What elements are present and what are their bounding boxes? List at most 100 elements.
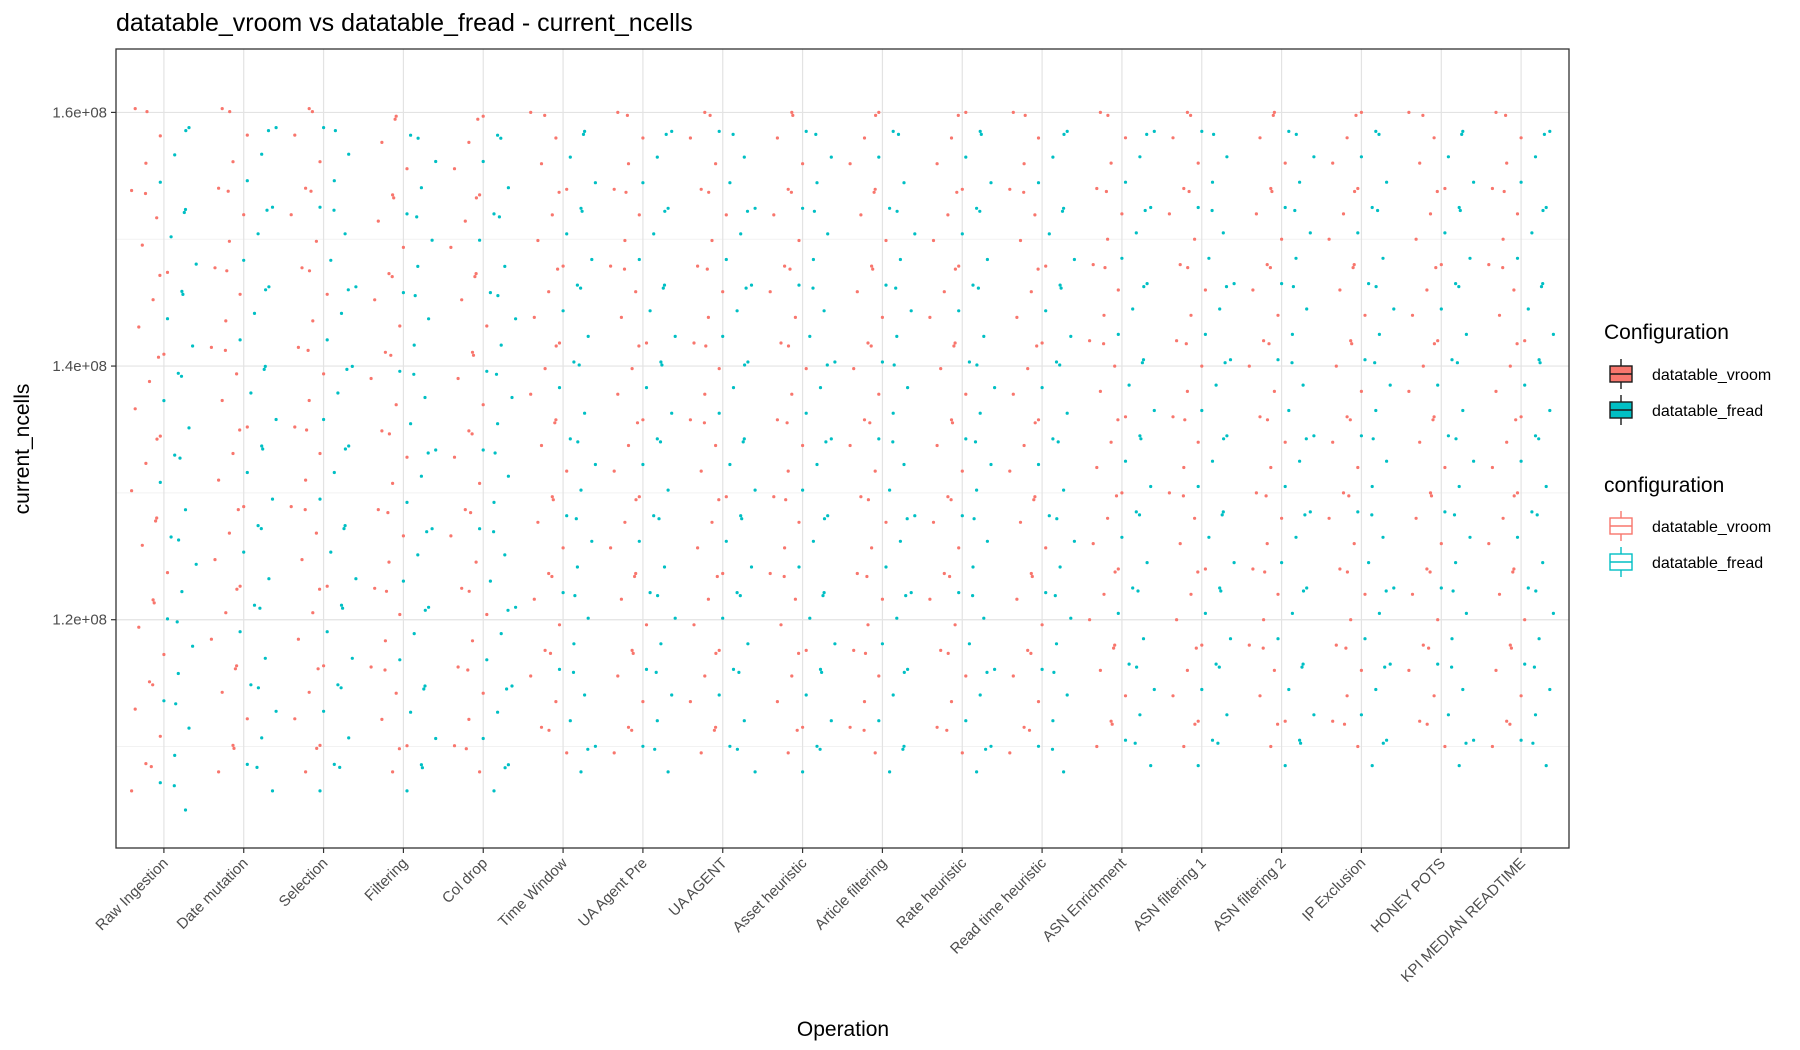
data-point	[318, 497, 322, 501]
data-point	[728, 462, 732, 467]
data-point	[1008, 469, 1012, 473]
data-point	[1018, 520, 1023, 524]
data-point	[1018, 238, 1023, 243]
data-point	[746, 360, 750, 364]
data-point	[137, 625, 141, 629]
data-point	[1136, 589, 1140, 593]
data-point	[1519, 459, 1523, 463]
data-point	[162, 652, 166, 657]
data-point	[1123, 180, 1128, 184]
data-point	[1258, 415, 1262, 419]
data-point	[626, 725, 631, 729]
data-point	[547, 728, 551, 732]
data-point	[804, 411, 808, 415]
data-point	[397, 747, 401, 751]
data-point	[140, 243, 144, 247]
data-point	[233, 667, 237, 671]
data-point	[863, 651, 868, 656]
data-point	[731, 132, 735, 136]
data-point	[1388, 383, 1392, 387]
data-point	[1023, 113, 1027, 117]
data-point	[737, 670, 741, 675]
data-point	[1065, 411, 1069, 415]
data-point	[561, 264, 565, 268]
data-point	[339, 603, 344, 607]
data-point	[989, 744, 993, 748]
data-point	[855, 571, 859, 576]
data-point	[394, 114, 398, 118]
data-point	[539, 162, 544, 166]
data-point	[1011, 110, 1015, 114]
data-point	[1345, 415, 1349, 419]
data-point	[1196, 764, 1200, 768]
data-point	[347, 152, 351, 156]
data-point	[1182, 465, 1186, 470]
data-point	[467, 429, 471, 433]
data-point	[895, 334, 899, 338]
data-point	[274, 126, 278, 130]
data-point	[496, 710, 500, 714]
data-point	[1551, 332, 1555, 336]
x-tick-label: Article filtering	[812, 855, 891, 934]
data-point	[536, 238, 540, 243]
data-point	[1294, 132, 1298, 136]
data-point	[176, 371, 180, 375]
data-point	[1251, 288, 1255, 292]
data-point	[820, 670, 824, 675]
data-point	[1432, 694, 1436, 698]
data-point	[1138, 434, 1142, 438]
data-point	[1269, 186, 1273, 191]
data-point	[575, 283, 580, 287]
data-point	[717, 693, 721, 697]
data-point	[1418, 161, 1422, 165]
data-point	[449, 245, 453, 249]
data-point	[1047, 232, 1051, 236]
data-point	[1052, 670, 1056, 675]
data-point	[376, 508, 380, 512]
data-point	[670, 129, 674, 133]
data-point	[1410, 592, 1415, 596]
data-point	[1263, 570, 1267, 574]
data-point	[503, 264, 507, 268]
data-point	[703, 110, 707, 114]
data-point	[1461, 687, 1465, 692]
data-point	[1280, 561, 1284, 565]
data-point	[430, 238, 434, 242]
data-point	[1531, 741, 1535, 745]
data-point	[721, 290, 725, 294]
data-point	[1218, 307, 1222, 311]
data-point	[1193, 237, 1197, 241]
data-point	[303, 508, 307, 512]
data-point	[648, 309, 652, 313]
data-point	[586, 747, 590, 751]
data-point	[1370, 764, 1374, 768]
data-point	[145, 110, 149, 114]
data-point	[1351, 266, 1355, 270]
data-point	[812, 209, 817, 213]
data-point	[871, 267, 875, 271]
data-point	[1373, 361, 1377, 365]
data-point	[822, 309, 826, 313]
data-point	[554, 418, 558, 422]
data-point	[892, 363, 896, 367]
data-point	[1200, 643, 1204, 647]
data-point	[782, 574, 786, 579]
data-point	[1062, 488, 1066, 492]
data-point	[1109, 440, 1113, 444]
data-point	[213, 558, 217, 562]
data-point	[637, 539, 641, 543]
data-point	[260, 152, 264, 156]
data-point	[1464, 332, 1468, 336]
data-point	[260, 444, 264, 448]
data-point	[1283, 440, 1287, 444]
data-point	[1287, 687, 1291, 692]
data-point	[1044, 309, 1048, 313]
data-point	[551, 498, 555, 502]
data-point	[978, 693, 982, 697]
data-point	[634, 290, 638, 294]
data-point	[797, 238, 801, 243]
data-point	[1184, 342, 1188, 346]
data-point	[1103, 266, 1107, 270]
data-point	[456, 376, 460, 381]
data-point	[1334, 643, 1338, 647]
